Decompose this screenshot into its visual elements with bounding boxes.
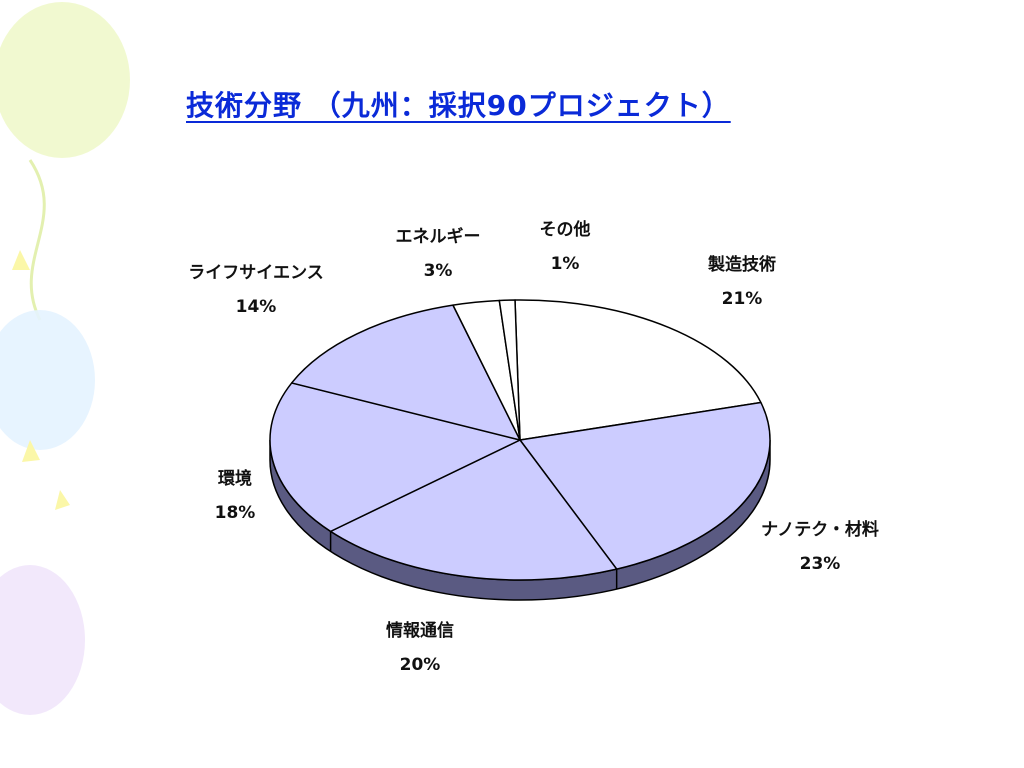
slice-percent-label: 1% bbox=[551, 254, 580, 274]
sparkle-icon bbox=[12, 250, 30, 270]
balloon-blue-icon bbox=[0, 310, 95, 450]
sparkle-icon bbox=[22, 440, 40, 462]
slice-category-label: 製造技術 bbox=[707, 254, 776, 275]
slice-category-label: 環境 bbox=[218, 468, 252, 489]
pie-slice bbox=[519, 401, 771, 570]
slice-percent-label: 21% bbox=[722, 289, 763, 309]
slice-category-label: ライフサイエンス bbox=[188, 263, 324, 283]
slice-percent-label: 23% bbox=[800, 554, 841, 574]
slice-percent-label: 14% bbox=[236, 297, 277, 317]
slide-title: 技術分野 （九州：採択90プロジェクト） bbox=[186, 89, 731, 122]
pie-slice bbox=[329, 439, 618, 581]
slice-category-label: 情報通信 bbox=[386, 620, 454, 641]
slice-percent-label: 3% bbox=[424, 261, 453, 281]
slice-percent-label: 18% bbox=[215, 503, 256, 523]
balloon-purple-icon bbox=[0, 565, 85, 715]
balloon-decoration bbox=[0, 2, 130, 715]
pie-labels-group: 製造技術 21% ナノテク・材料 23% 情報通信 20% 環境 18% ライフサイエンス 14%… bbox=[188, 219, 879, 675]
pie-slice bbox=[498, 299, 521, 441]
sparkle-icon bbox=[55, 490, 70, 510]
balloon-string-icon bbox=[28, 159, 46, 321]
balloon-green-icon bbox=[0, 2, 130, 158]
slice-category-label: エネルギー bbox=[396, 227, 481, 247]
pie-slice bbox=[290, 304, 521, 441]
slice-percent-label: 20% bbox=[400, 655, 441, 675]
slice-category-label: ナノテク・材料 bbox=[761, 519, 879, 540]
pie-slice bbox=[269, 382, 521, 533]
pie-top-group bbox=[269, 299, 771, 581]
pie-slice bbox=[514, 299, 762, 441]
slice-category-label: その他 bbox=[540, 219, 591, 240]
